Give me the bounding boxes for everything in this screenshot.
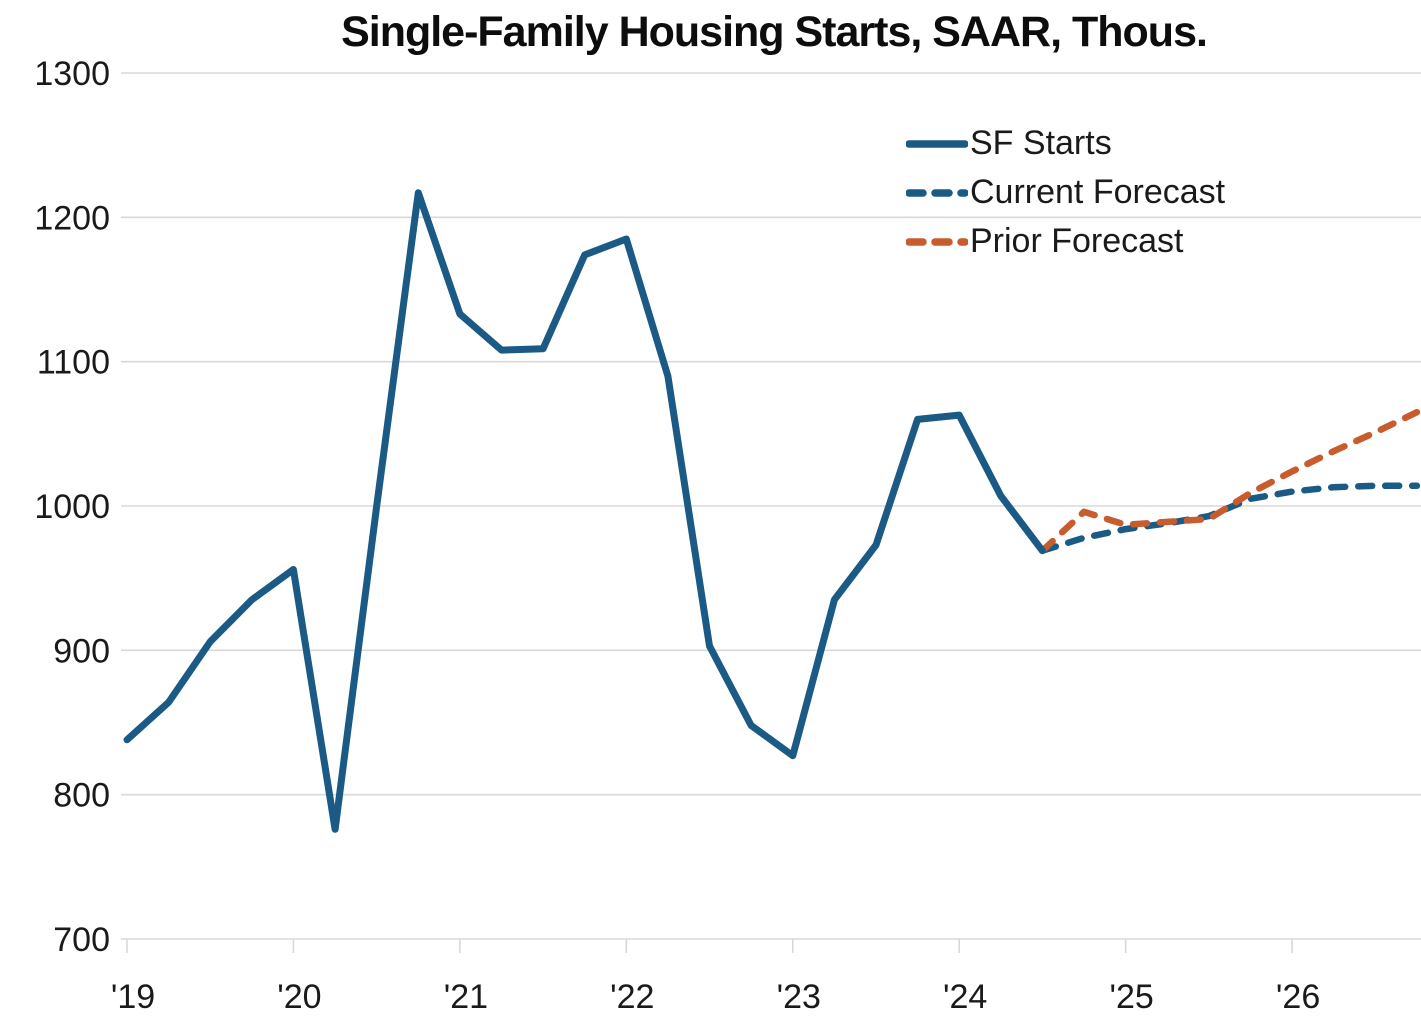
x-tick-label-21: '21 [444, 978, 488, 1016]
y-tick-label-900: 900 [53, 632, 110, 670]
y-tick-label-700: 700 [53, 921, 110, 959]
chart-title: Single-Family Housing Starts, SAAR, Thou… [341, 8, 1208, 56]
sf-starts-solid-line-icon [906, 139, 968, 148]
x-axis-year-ticks [126, 939, 1293, 953]
sf-starts-line [123, 189, 1046, 833]
prior-forecast-line [1039, 408, 1421, 554]
current-forecast-dashed-line-icon [906, 188, 968, 197]
data-series-lines [123, 189, 1421, 833]
y-tick-label-800: 800 [53, 777, 110, 815]
y-tick-label-1200: 1200 [34, 199, 110, 237]
x-tick-label-22: '22 [610, 978, 654, 1016]
legend-item-sf-starts: SF Starts [906, 119, 1225, 168]
legend-item-current-forecast: Current Forecast [906, 168, 1225, 217]
legend: SF Starts Current Forecast Prior Forecas… [906, 119, 1225, 266]
legend-label: SF Starts [970, 124, 1112, 162]
x-tick-label-24: '24 [943, 978, 987, 1016]
x-tick-label-19: '19 [111, 978, 155, 1016]
x-tick-label-23: '23 [777, 978, 821, 1016]
legend-item-prior-forecast: Prior Forecast [906, 217, 1225, 266]
x-axis-tick-labels: '19 '20 '21 '22 '23 '24 '25 '26 [111, 978, 1320, 1016]
y-tick-label-1000: 1000 [34, 488, 110, 526]
y-axis-tick-labels: 700 800 900 1000 1100 1200 1300 [34, 55, 110, 959]
x-tick-label-20: '20 [277, 978, 321, 1016]
current-forecast-line [1039, 482, 1421, 554]
y-tick-label-1300: 1300 [34, 55, 110, 93]
legend-label: Prior Forecast [970, 222, 1184, 260]
x-tick-label-26: '26 [1276, 978, 1320, 1016]
legend-label: Current Forecast [970, 173, 1226, 211]
y-tick-label-1100: 1100 [37, 344, 110, 382]
x-tick-label-25: '25 [1109, 978, 1153, 1016]
prior-forecast-dashed-line-icon [906, 237, 968, 246]
